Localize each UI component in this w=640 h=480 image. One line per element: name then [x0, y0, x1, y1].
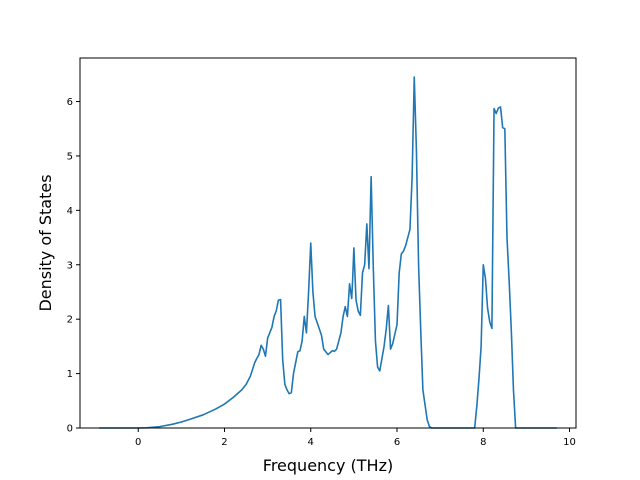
x-tick-label: 4: [308, 437, 314, 448]
dos-series-line: [98, 76, 558, 429]
y-tick-label: 5: [67, 151, 73, 162]
x-tick-label: 6: [394, 437, 400, 448]
axes-frame: [79, 57, 577, 429]
x-tick-label: 2: [221, 437, 227, 448]
y-tick-label: 1: [67, 369, 73, 380]
y-axis-ticks: 0 1 2 3 4 5 6: [67, 97, 80, 435]
x-axis-ticks: 0 2 4 6 8 10: [135, 428, 576, 448]
y-tick-label: 2: [67, 315, 73, 326]
x-tick-label: 0: [135, 437, 141, 448]
plot-area: [98, 76, 558, 429]
y-axis-label: Density of States: [36, 174, 55, 311]
x-axis-label: Frequency (THz): [263, 456, 393, 475]
y-tick-label: 3: [67, 260, 73, 271]
y-tick-label: 4: [67, 206, 73, 217]
x-tick-label: 10: [563, 437, 576, 448]
y-tick-label: 6: [67, 97, 73, 108]
x-tick-label: 8: [480, 437, 486, 448]
y-tick-label: 0: [67, 424, 73, 435]
